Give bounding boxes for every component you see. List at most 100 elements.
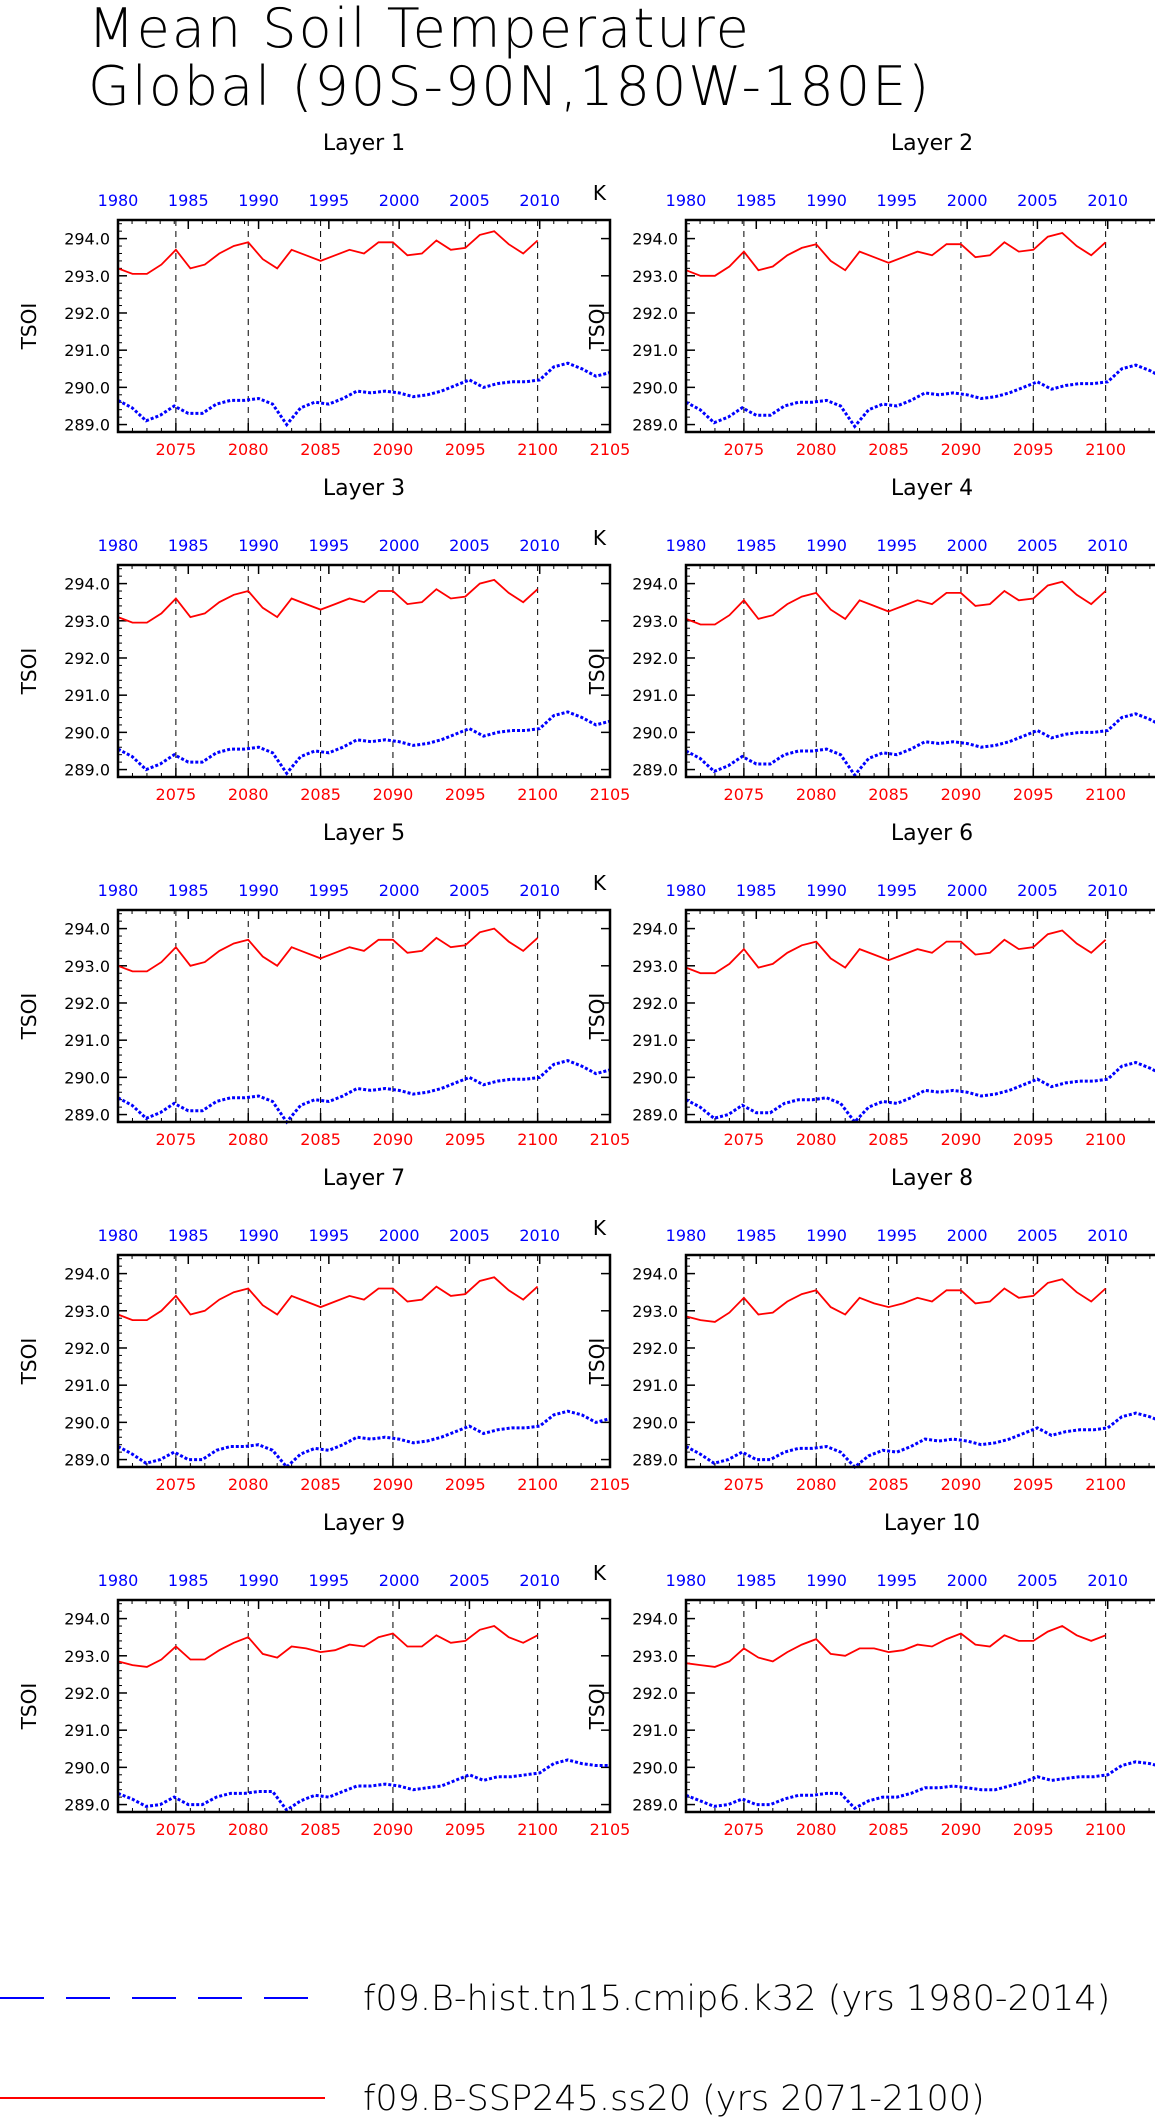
top-x-tick-label: 2000 <box>947 536 988 555</box>
top-x-tick-label: 2005 <box>1017 1571 1058 1590</box>
y-tick-label: 290.0 <box>64 723 110 742</box>
top-x-tick-label: 1985 <box>168 1226 209 1245</box>
layer-panel: Layer 3 289.0 290.0 291.0 292.0 293.0 294.0 207… <box>17 476 630 804</box>
y-tick-label: 293.0 <box>64 267 110 286</box>
top-x-tick-label: 1990 <box>806 1226 847 1245</box>
y-tick-label: 294.0 <box>64 1265 110 1284</box>
top-x-tick-label: 2005 <box>449 191 490 210</box>
series-line-ssp <box>117 578 539 624</box>
series-line-ssp <box>117 1276 539 1321</box>
bottom-x-tick-label: 2075 <box>724 785 765 804</box>
bottom-x-tick-label: 2090 <box>373 1475 414 1494</box>
panel-title: Layer 8 <box>891 1166 973 1191</box>
y-tick-label: 294.0 <box>64 920 110 939</box>
bottom-x-tick-label: 2095 <box>445 1820 486 1839</box>
y-tick-label: 290.0 <box>64 1413 110 1432</box>
y-tick-label: 290.0 <box>632 1068 678 1087</box>
panel-title: Layer 6 <box>891 821 973 846</box>
top-x-tick-label: 2010 <box>1087 1226 1128 1245</box>
y-tick-label: 292.0 <box>64 1684 110 1703</box>
bottom-x-tick-label: 2100 <box>517 785 558 804</box>
bottom-x-tick-label: 2100 <box>517 1820 558 1839</box>
panel-title: Layer 7 <box>323 1166 405 1191</box>
bottom-x-tick-label: 2080 <box>228 440 269 459</box>
series-line-hist <box>685 712 1155 778</box>
bottom-x-tick-label: 2090 <box>373 1130 414 1149</box>
series-line-hist <box>685 1760 1155 1811</box>
layer-panel: Layer 10 289.0 290.0 291.0 292.0 293.0 294.0 20… <box>585 1511 1155 1839</box>
top-x-tick-label: 2000 <box>379 191 420 210</box>
bottom-x-tick-label: 2095 <box>445 440 486 459</box>
y-axis-label: TSOI <box>585 1338 609 1386</box>
bottom-x-tick-label: 2105 <box>590 1475 631 1494</box>
y-tick-label: 291.0 <box>64 341 110 360</box>
panel-title: Layer 5 <box>323 821 405 846</box>
bottom-x-tick-label: 2085 <box>300 785 341 804</box>
y-tick-label: 292.0 <box>632 1339 678 1358</box>
legend-label: f09.B-hist.tn15.cmip6.k32 (yrs 1980-2014… <box>363 1979 1110 2019</box>
y-axis-label: TSOI <box>585 648 609 696</box>
y-tick-label: 294.0 <box>632 1265 678 1284</box>
top-x-tick-label: 2005 <box>1017 1226 1058 1245</box>
top-x-tick-label: 1995 <box>308 1226 349 1245</box>
bottom-x-tick-label: 2100 <box>1085 440 1126 459</box>
panel-title: Layer 2 <box>891 131 973 156</box>
y-axis-label: TSOI <box>17 993 41 1041</box>
top-x-tick-label: 2010 <box>519 536 560 555</box>
top-x-tick-label: 1980 <box>666 881 707 900</box>
bottom-x-tick-label: 2080 <box>796 785 837 804</box>
top-x-tick-label: 1985 <box>168 536 209 555</box>
top-x-tick-label: 2005 <box>449 881 490 900</box>
y-tick-label: 293.0 <box>64 1302 110 1321</box>
series-line-hist <box>685 363 1155 429</box>
units-label: K <box>593 871 607 895</box>
top-x-tick-label: 1990 <box>238 191 279 210</box>
series-line-hist <box>117 361 611 428</box>
top-x-tick-label: 1990 <box>238 1571 279 1590</box>
bottom-x-tick-label: 2075 <box>724 440 765 459</box>
y-tick-label: 292.0 <box>632 1684 678 1703</box>
y-tick-label: 294.0 <box>64 1610 110 1629</box>
top-x-tick-label: 2000 <box>379 536 420 555</box>
y-tick-label: 294.0 <box>64 230 110 249</box>
top-x-tick-label: 2000 <box>379 881 420 900</box>
y-tick-label: 292.0 <box>64 1339 110 1358</box>
legend-entry: f09.B-hist.tn15.cmip6.k32 (yrs 1980-2014… <box>0 1979 1110 2019</box>
top-x-tick-label: 1980 <box>666 1226 707 1245</box>
figure-title-line-1: Mean Soil Temperature <box>88 0 751 60</box>
y-tick-label: 291.0 <box>632 686 678 705</box>
plot-frame <box>684 1253 1155 1469</box>
panel-title: Layer 3 <box>323 476 405 501</box>
bottom-x-tick-label: 2090 <box>941 440 982 459</box>
y-tick-label: 292.0 <box>632 994 678 1013</box>
layer-panel: Layer 8 289.0 290.0 291.0 292.0 293.0 294.0 207… <box>585 1166 1155 1494</box>
y-tick-label: 291.0 <box>64 686 110 705</box>
series-line-ssp <box>117 927 539 973</box>
top-x-tick-label: 1985 <box>736 1226 777 1245</box>
plot-frame <box>116 908 612 1124</box>
bottom-x-tick-label: 2080 <box>796 440 837 459</box>
y-axis-label: TSOI <box>585 993 609 1041</box>
series-line-ssp <box>685 232 1107 277</box>
top-x-tick-label: 1995 <box>876 1571 917 1590</box>
y-tick-label: 289.0 <box>632 1451 678 1470</box>
bottom-x-tick-label: 2075 <box>724 1130 765 1149</box>
series-line-hist <box>117 1409 611 1470</box>
bottom-x-tick-label: 2095 <box>445 1475 486 1494</box>
bottom-x-tick-label: 2095 <box>1013 1130 1054 1149</box>
top-x-tick-label: 1980 <box>98 1226 139 1245</box>
top-x-tick-label: 2005 <box>1017 536 1058 555</box>
y-tick-label: 294.0 <box>632 920 678 939</box>
bottom-x-tick-label: 2105 <box>590 1820 631 1839</box>
bottom-x-tick-label: 2105 <box>590 440 631 459</box>
layer-panel: Layer 7 289.0 290.0 291.0 292.0 293.0 294.0 207… <box>17 1166 630 1494</box>
top-x-tick-label: 1980 <box>98 191 139 210</box>
y-tick-label: 290.0 <box>64 378 110 397</box>
top-x-tick-label: 2005 <box>449 1226 490 1245</box>
top-x-tick-label: 1995 <box>876 1226 917 1245</box>
bottom-x-tick-label: 2075 <box>156 440 197 459</box>
series-line-hist <box>117 710 611 776</box>
bottom-x-tick-label: 2080 <box>228 785 269 804</box>
top-x-tick-label: 1990 <box>806 881 847 900</box>
